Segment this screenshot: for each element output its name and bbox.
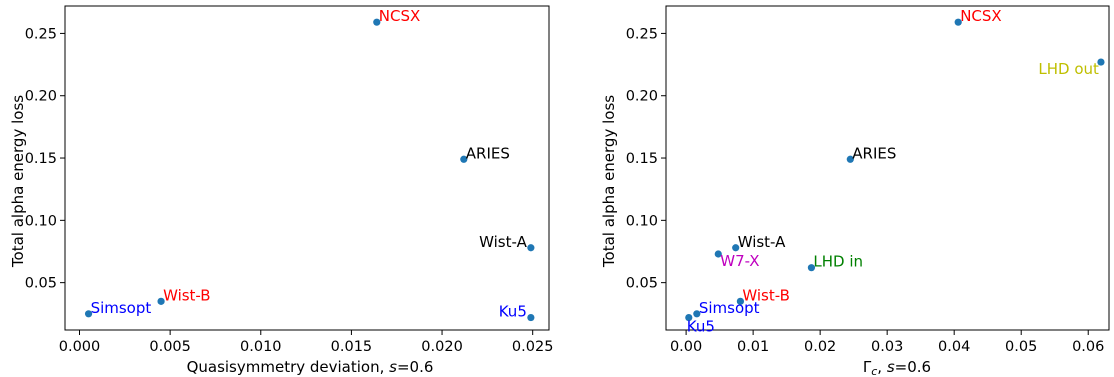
left-y-tick-label: 0.25 [25,26,57,42]
right-point-ku5 [685,313,693,322]
right-x-axis-label-subscript: c [871,365,877,377]
left-x-tick-label: 0.020 [421,339,463,355]
right-point-lhd-out [1097,58,1105,66]
left-x-tick-label: 0.015 [331,339,373,355]
right-point-label-simsopt: Simsopt [699,299,760,317]
right-chart-panel: Total alpha energy loss Γc, s=0.6 0.00 0.… [600,5,1110,377]
left-x-axis-label-text: Quasisymmetry deviation, [187,358,390,376]
left-point-label-simsopt: Simsopt [91,299,152,317]
right-point-label-wist-b: Wist-B [742,286,790,304]
right-point-aries [846,155,854,163]
right-point-simsopt [693,310,701,318]
left-plot-frame [64,5,550,331]
left-x-axis-label: Quasisymmetry deviation, s=0.6 [187,358,434,376]
left-x-tick-label: 0.005 [149,339,191,355]
right-point-label-w7-x: W7-X [720,252,759,270]
right-point-ncsx [954,18,962,26]
right-point-label-lhd-out: LHD out [1038,60,1099,78]
right-point-label-aries: ARIES [852,144,896,162]
left-point-simsopt [84,310,93,318]
right-point-label-wist-a: Wist-A [738,233,786,251]
right-x-tick-label: 0.03 [871,339,903,355]
right-plot-frame [665,5,1110,331]
right-point-wist-b [736,297,744,305]
right-point-label-ku5: Ku5 [687,318,715,336]
left-point-label-aries: ARIES [466,144,510,162]
left-x-tick-label: 0.025 [512,339,554,355]
right-x-tick-label: 0.00 [670,339,702,355]
right-y-tick-label: 0.15 [626,151,658,167]
left-chart-panel: Total alpha energy loss Quasisymmetry de… [9,5,554,376]
left-x-tick-label: 0.000 [59,339,101,355]
right-y-tick-label: 0.10 [626,213,658,229]
right-x-axis-label-gamma: Γ [863,358,872,376]
left-x-tick-label: 0.010 [240,339,282,355]
left-point-label-ncsx: NCSX [379,7,421,25]
left-y-tick-label: 0.20 [25,89,57,105]
left-point-wist-a [527,244,535,252]
right-y-tick-label: 0.20 [626,89,658,105]
left-y-tick-label: 0.10 [25,213,57,229]
left-y-tick-label: 0.05 [25,276,57,292]
right-x-tick-label: 0.01 [737,339,769,355]
left-point-label-wist-b: Wist-B [163,286,211,304]
left-point-label-wist-a: Wist-A [479,233,527,251]
right-x-tick-label: 0.04 [938,339,970,355]
left-point-label-ku5: Ku5 [499,303,527,321]
right-x-axis-label: Γc, s=0.6 [863,358,931,377]
left-x-axis-label-italic: s [389,358,397,376]
right-point-label-lhd-in: LHD in [813,253,863,271]
right-point-wist-a [732,244,740,252]
left-x-axis-label-suffix: =0.6 [397,358,433,376]
left-point-aries [460,155,468,163]
right-point-label-ncsx: NCSX [960,7,1002,25]
right-x-axis-label-italic: s [887,358,895,376]
right-x-tick-label: 0.02 [804,339,836,355]
right-point-w7-x [714,250,722,258]
right-y-axis-label: Total alpha energy loss [600,95,618,268]
right-x-axis-label-mid: , [877,358,887,376]
right-x-tick-label: 0.05 [1005,339,1037,355]
right-x-axis-label-suffix: =0.6 [895,358,931,376]
right-y-tick-label: 0.25 [626,26,658,42]
left-point-ku5 [527,313,535,322]
right-point-lhd-in [807,264,816,272]
left-y-tick-label: 0.15 [25,151,57,167]
left-point-ncsx [373,18,381,26]
right-x-tick-label: 0.06 [1072,339,1104,355]
right-y-tick-label: 0.05 [626,276,658,292]
left-point-wist-b [157,297,165,305]
left-y-axis-label: Total alpha energy loss [9,95,27,268]
